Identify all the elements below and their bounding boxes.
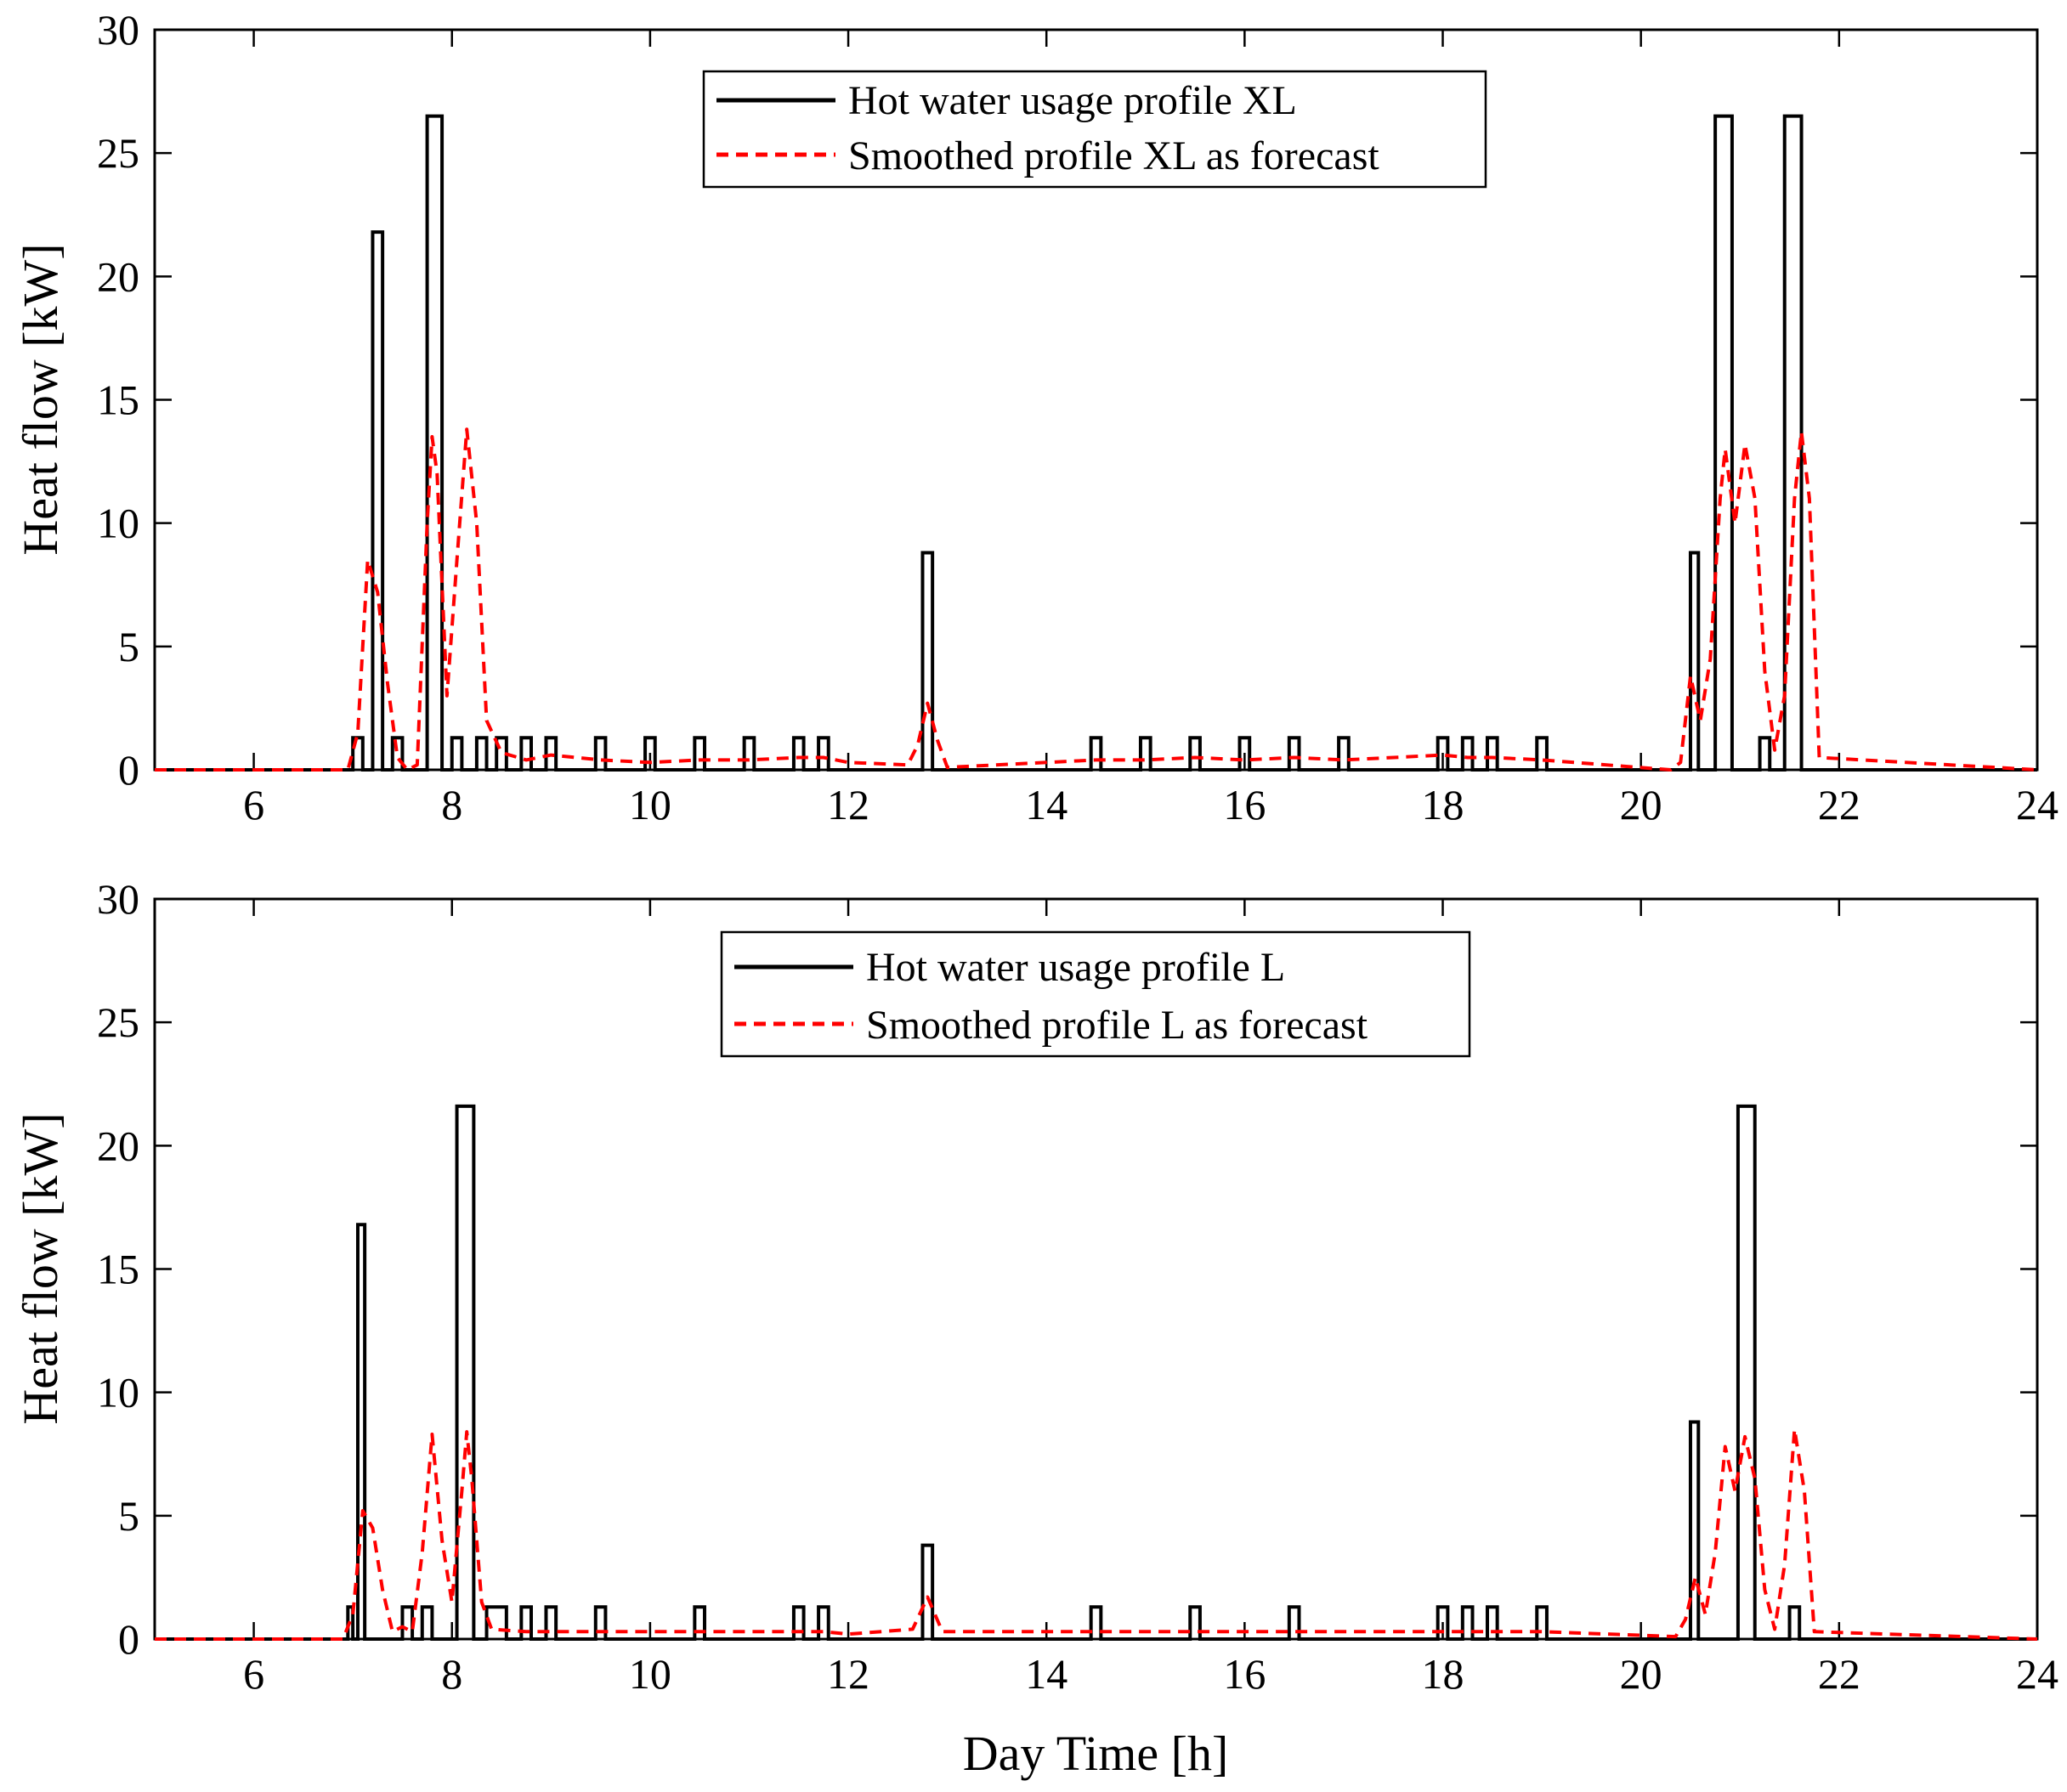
legend-label-usage: Hot water usage profile XL xyxy=(848,78,1297,123)
legend-label-usage: Hot water usage profile L xyxy=(866,945,1285,990)
series-layer xyxy=(155,1104,2038,1641)
x-tick-label: 20 xyxy=(1620,781,1662,828)
x-tick-label: 24 xyxy=(2016,1650,2059,1698)
y-tick-label: 25 xyxy=(97,998,139,1046)
ticks-group: 6 8 10 12 14 16 18 20 22 24 0 5 10 15 20 25 30 xyxy=(97,875,2059,1698)
series-line-usage xyxy=(155,114,2037,772)
legend-bottom: Hot water usage profile L Smoothed profi… xyxy=(720,930,1471,1058)
x-tick-label: 22 xyxy=(1818,1650,1860,1698)
x-tick-label: 12 xyxy=(827,1650,869,1698)
ticks-group: 6 8 10 12 14 16 18 20 22 24 0 5 10 15 20 25 30 xyxy=(97,6,2059,828)
x-tick-label: 22 xyxy=(1818,781,1860,828)
y-tick-label: 25 xyxy=(97,129,139,177)
x-tick-label: 8 xyxy=(441,781,462,828)
x-tick-label: 20 xyxy=(1620,1650,1662,1698)
legend-box xyxy=(702,70,1487,189)
y-tick-label: 5 xyxy=(118,1492,139,1540)
x-axis-label: Day Time [h] xyxy=(963,1726,1229,1781)
x-tick-label: 18 xyxy=(1422,1650,1464,1698)
x-tick-label: 14 xyxy=(1025,781,1067,828)
y-tick-label: 30 xyxy=(97,6,139,54)
series-layer xyxy=(155,114,2038,772)
legend-top: Hot water usage profile XL Smoothed prof… xyxy=(702,70,1487,189)
series-line-usage xyxy=(155,1104,2037,1641)
x-tick-label: 10 xyxy=(629,1650,671,1698)
series-line-smoothed xyxy=(155,427,2038,772)
y-tick-label: 0 xyxy=(118,746,139,794)
y-axis-label: Heat flow [kW] xyxy=(13,243,68,555)
chart-panel-top: 6 8 10 12 14 16 18 20 22 24 0 5 10 15 20 25 30 Heat flow… xyxy=(13,6,2059,828)
legend-label-smoothed: Smoothed profile XL as forecast xyxy=(848,133,1379,178)
y-tick-label: 20 xyxy=(97,1122,139,1169)
y-tick-label: 10 xyxy=(97,500,139,547)
x-tick-label: 10 xyxy=(629,781,671,828)
y-tick-label: 30 xyxy=(97,875,139,923)
x-tick-label: 14 xyxy=(1025,1650,1067,1698)
y-axis-label: Heat flow [kW] xyxy=(13,1112,68,1424)
x-tick-label: 6 xyxy=(243,1650,264,1698)
y-tick-label: 5 xyxy=(118,623,139,670)
chart-panel-bottom: 6 8 10 12 14 16 18 20 22 24 0 5 10 15 20 25 30 Heat flow… xyxy=(13,875,2059,1781)
y-tick-label: 15 xyxy=(97,1246,139,1293)
x-tick-label: 16 xyxy=(1223,781,1266,828)
legend-label-smoothed: Smoothed profile L as forecast xyxy=(866,1003,1368,1048)
x-tick-label: 16 xyxy=(1223,1650,1266,1698)
series-line-smoothed xyxy=(155,1427,2038,1641)
legend-box xyxy=(720,930,1471,1058)
y-tick-label: 20 xyxy=(97,252,139,300)
x-tick-label: 6 xyxy=(243,781,264,828)
x-tick-label: 24 xyxy=(2016,781,2059,828)
y-tick-label: 0 xyxy=(118,1615,139,1663)
y-tick-label: 15 xyxy=(97,376,139,424)
y-tick-label: 10 xyxy=(97,1369,139,1416)
x-tick-label: 8 xyxy=(441,1650,462,1698)
x-tick-label: 12 xyxy=(827,781,869,828)
x-tick-label: 18 xyxy=(1422,781,1464,828)
